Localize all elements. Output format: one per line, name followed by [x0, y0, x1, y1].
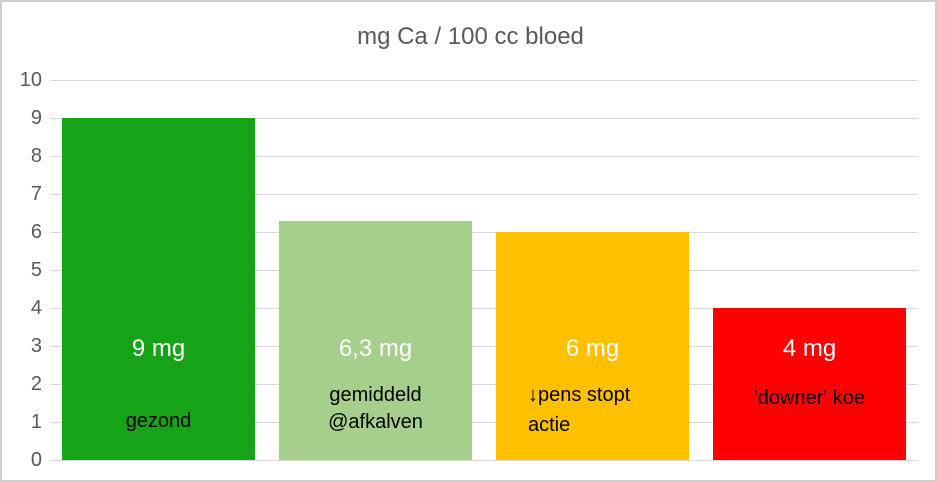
y-tick-label: 5 — [30, 259, 42, 281]
gridline — [50, 194, 918, 195]
bar-caption: gezond — [62, 409, 255, 433]
bar-caption-line: ↓pens stopt — [528, 384, 631, 406]
gridline — [50, 460, 918, 461]
y-tick-label: 7 — [30, 183, 42, 205]
bar-caption: gemiddeld @afkalven — [279, 382, 472, 436]
y-tick-label: 1 — [30, 411, 42, 433]
gridline — [50, 346, 918, 347]
chart-title: mg Ca / 100 cc bloed — [357, 23, 584, 50]
bar: 4 mg 'downer' koe — [713, 308, 906, 460]
bar-caption-line: 'downer' koe — [753, 387, 866, 409]
gridline — [50, 384, 918, 385]
y-tick-label: 0 — [30, 449, 42, 471]
gridline — [50, 118, 918, 119]
bar-caption-line: @afkalven — [328, 411, 423, 433]
y-tick-label: 2 — [30, 373, 42, 395]
bar-value-label: 6 mg — [565, 335, 620, 362]
gridline — [50, 232, 918, 233]
bar-caption: 'downer' koe — [713, 386, 906, 410]
bar-value-label: 9 mg — [131, 335, 186, 362]
y-tick-label: 4 — [30, 297, 42, 319]
y-tick-label: 9 — [30, 107, 42, 129]
y-tick-label: 10 — [19, 69, 42, 91]
gridline — [50, 80, 918, 81]
bar-value-label: 4 mg — [782, 335, 837, 362]
y-tick-label: 6 — [30, 221, 42, 243]
bar-value-label: 6,3 mg — [338, 335, 413, 362]
bar-caption-line: actie — [528, 414, 571, 436]
gridline — [50, 270, 918, 271]
y-axis: 10 9 8 7 6 5 4 3 2 1 0 — [2, 69, 42, 471]
y-tick-label: 3 — [30, 335, 42, 357]
bar: 6,3 mg gemiddeld @afkalven — [279, 221, 472, 460]
gridline — [50, 422, 918, 423]
gridline — [50, 308, 918, 309]
bar: 6 mg ↓pens stopt actie — [496, 232, 689, 460]
bar: 9 mg gezond — [62, 118, 255, 460]
bar-caption-line: gemiddeld — [329, 384, 422, 406]
plot-area: 9 mg gezond 6,3 mg gemiddeld @afkalven 6 mg ↓p… — [50, 80, 918, 461]
y-tick-label: 8 — [30, 145, 42, 167]
gridline — [50, 156, 918, 157]
bar-caption-line: gezond — [125, 410, 192, 432]
bar-caption: ↓pens stopt actie — [496, 380, 689, 440]
